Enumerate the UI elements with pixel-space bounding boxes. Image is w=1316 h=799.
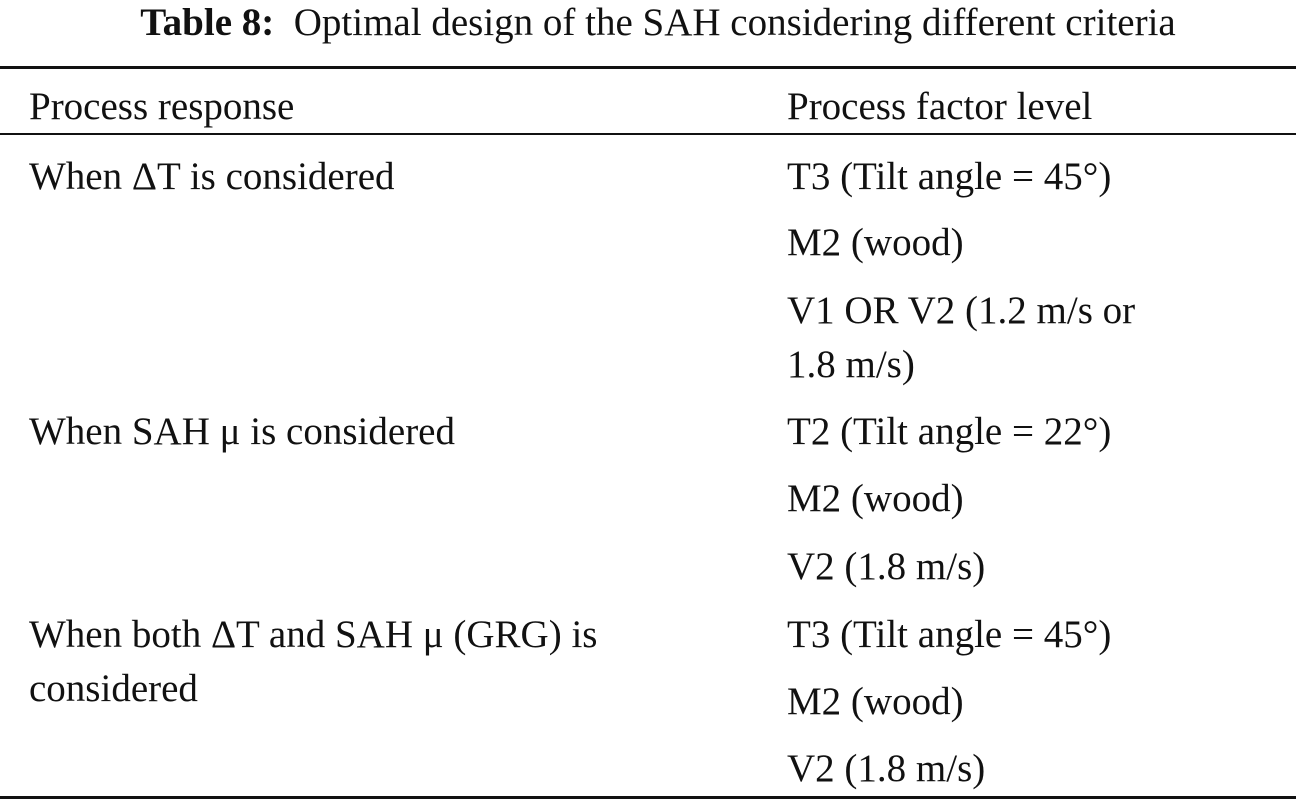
- caption-text: Optimal design of the SAH considering di…: [293, 1, 1176, 44]
- response-sah-mu: When SAH μ is considered: [29, 410, 455, 453]
- bottom-rule: [0, 796, 1296, 799]
- header-process-factor-level: Process factor level: [787, 85, 1093, 128]
- caption-label: Table 8:: [140, 1, 275, 44]
- level-g2-material: M2 (wood): [787, 477, 964, 520]
- response-grg-line1: When both ΔT and SAH μ (GRG) is: [29, 613, 598, 656]
- header-process-response: Process response: [29, 85, 295, 128]
- top-rule: [0, 66, 1296, 69]
- table-caption: Table 8: Optimal design of the SAH consi…: [0, 0, 1316, 46]
- header-rule: [0, 133, 1296, 135]
- level-g1-material: M2 (wood): [787, 221, 964, 264]
- level-g1-velocity-line2: 1.8 m/s): [787, 343, 915, 386]
- response-delta-t: When ΔT is considered: [29, 155, 395, 198]
- level-g3-velocity: V2 (1.8 m/s): [787, 747, 986, 790]
- response-grg-line2: considered: [29, 667, 198, 710]
- level-g2-tilt: T2 (Tilt angle = 22°): [787, 410, 1112, 453]
- level-g1-velocity-line1: V1 OR V2 (1.2 m/s or: [787, 289, 1136, 332]
- level-g3-material: M2 (wood): [787, 680, 964, 723]
- level-g3-tilt: T3 (Tilt angle = 45°): [787, 613, 1112, 656]
- level-g1-tilt: T3 (Tilt angle = 45°): [787, 155, 1112, 198]
- level-g2-velocity: V2 (1.8 m/s): [787, 545, 986, 588]
